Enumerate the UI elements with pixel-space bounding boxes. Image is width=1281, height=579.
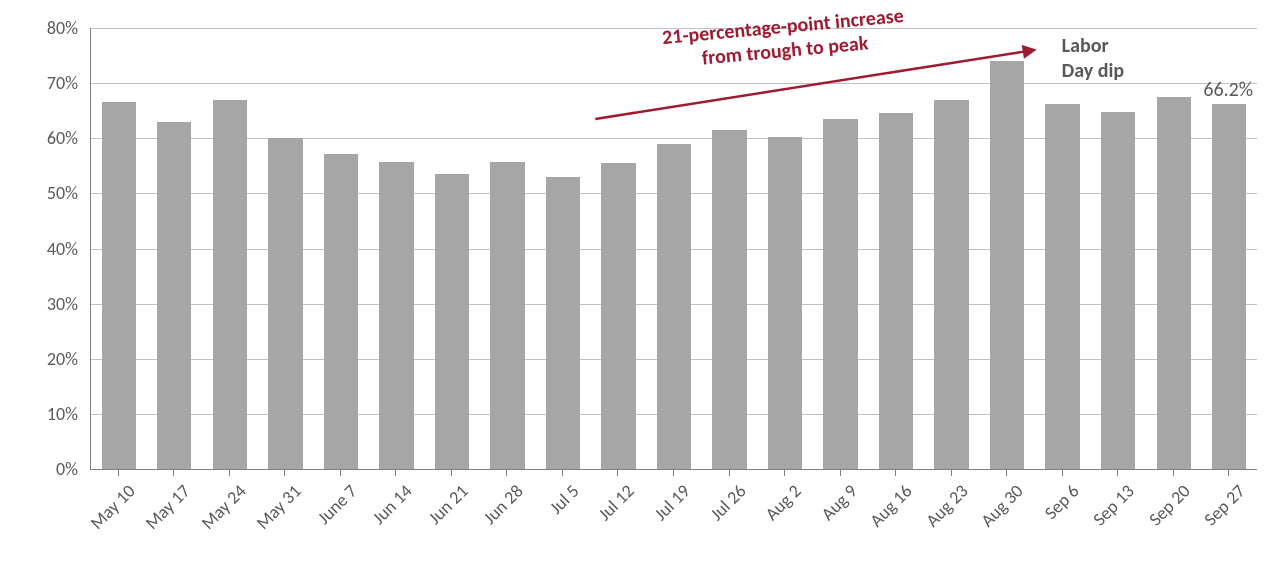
y-tick-label: 60% <box>0 127 78 149</box>
x-tick-label: Jun 14 <box>368 480 417 529</box>
y-tick-label: 0% <box>0 458 78 480</box>
x-tick-label: Jun 21 <box>424 480 473 529</box>
x-tick <box>562 469 563 476</box>
x-tick <box>840 469 841 476</box>
x-tick-label: May 24 <box>197 480 251 534</box>
y-tick-label: 80% <box>0 17 78 39</box>
x-tick <box>451 469 452 476</box>
x-tick <box>1062 469 1063 476</box>
x-tick-label: Sep 13 <box>1089 480 1139 530</box>
x-tick <box>395 469 396 476</box>
x-tick-label: May 17 <box>141 480 195 534</box>
x-tick-label: June 7 <box>313 480 362 529</box>
x-tick <box>506 469 507 476</box>
x-tick <box>673 469 674 476</box>
x-tick-label: May 31 <box>252 480 306 534</box>
y-tick-label: 70% <box>0 72 78 94</box>
x-tick-label: Jul 5 <box>545 480 584 519</box>
x-tick-label: Jul 12 <box>594 480 639 525</box>
x-tick <box>1006 469 1007 476</box>
y-tick-label: 40% <box>0 238 78 260</box>
x-tick-label: Aug 30 <box>976 480 1027 531</box>
x-tick-label: Aug 23 <box>921 480 972 531</box>
x-tick-label: Aug 9 <box>816 480 861 525</box>
x-tick <box>229 469 230 476</box>
x-tick <box>1173 469 1174 476</box>
y-tick-label: 20% <box>0 348 78 370</box>
x-tick <box>118 469 119 476</box>
x-tick-label: Sep 27 <box>1200 480 1250 530</box>
y-tick-label: 10% <box>0 403 78 425</box>
x-tick-label: Jul 26 <box>705 480 750 525</box>
trend-arrow <box>90 28 1256 469</box>
x-tick <box>784 469 785 476</box>
x-tick <box>1117 469 1118 476</box>
x-tick-label: Jun 28 <box>479 480 528 529</box>
x-tick-label: Jul 19 <box>650 480 695 525</box>
y-tick-label: 50% <box>0 182 78 204</box>
x-tick <box>173 469 174 476</box>
x-tick-label: May 10 <box>85 480 139 534</box>
x-tick-label: Aug 2 <box>761 480 806 525</box>
x-tick <box>340 469 341 476</box>
x-tick <box>729 469 730 476</box>
bar-chart: 0%10%20%30%40%50%60%70%80%May 10May 17Ma… <box>0 0 1281 579</box>
y-tick-label: 30% <box>0 293 78 315</box>
x-tick <box>951 469 952 476</box>
x-tick-label: Sep 6 <box>1039 480 1083 524</box>
x-tick-label: Sep 20 <box>1144 480 1194 530</box>
annotation-dip-text: LaborDay dip <box>1062 34 1125 84</box>
x-tick <box>617 469 618 476</box>
x-tick <box>1228 469 1229 476</box>
x-tick <box>284 469 285 476</box>
x-tick-label: Aug 16 <box>865 480 916 531</box>
x-tick <box>895 469 896 476</box>
